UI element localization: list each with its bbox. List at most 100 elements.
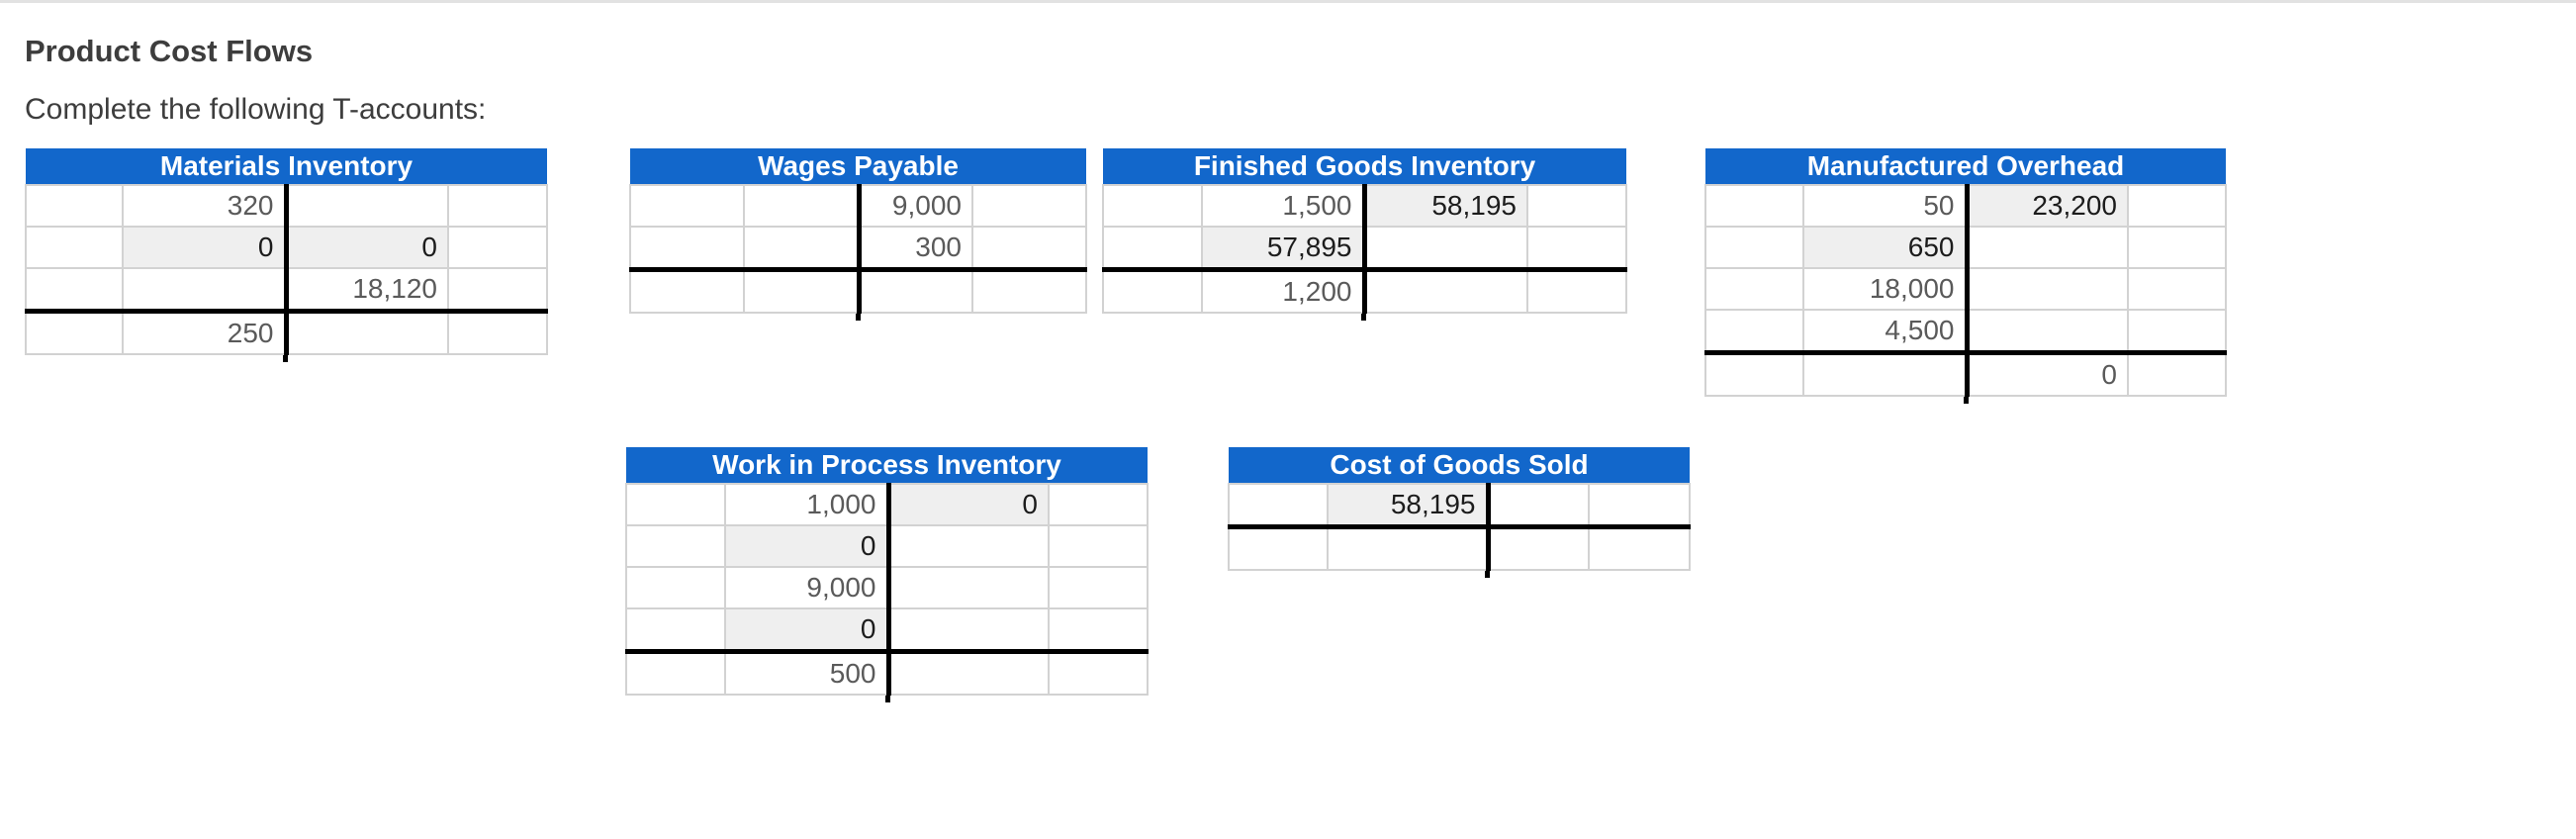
- debit-cell: 1,000: [724, 483, 889, 526]
- t-account-stem-tail: [1964, 397, 1969, 404]
- t-account-row: [629, 267, 1087, 314]
- spacer-right-cell: [971, 226, 1087, 271]
- t-account-title: Finished Goods Inventory: [1103, 148, 1626, 185]
- spacer-left-cell: [629, 184, 745, 228]
- spacer-right-cell: [971, 184, 1087, 228]
- credit-cell: [1485, 524, 1590, 571]
- spacer-left-cell: [25, 226, 124, 269]
- credit-cell: [1964, 267, 2129, 311]
- debit-cell[interactable]: 0: [724, 607, 889, 653]
- spacer-right-cell: [1526, 226, 1627, 271]
- spacer-right-cell: [447, 267, 548, 313]
- debit-cell[interactable]: 57,895: [1201, 226, 1365, 271]
- debit-cell: 4,500: [1802, 309, 1968, 354]
- credit-cell: [1964, 226, 2129, 269]
- credit-cell[interactable]: 0: [885, 483, 1050, 526]
- credit-cell: 0: [1964, 350, 2129, 397]
- credit-cell: [1485, 483, 1590, 528]
- spacer-right-cell: [447, 226, 548, 269]
- debit-cell[interactable]: 0: [122, 226, 287, 269]
- t-account-row: 320: [25, 184, 548, 228]
- spacer-left-cell: [1228, 483, 1329, 528]
- t-account-row: 0: [625, 524, 1149, 568]
- spacer-right-cell: [1048, 566, 1149, 609]
- credit-cell[interactable]: 23,200: [1964, 184, 2129, 228]
- spacer-left-cell: [1102, 226, 1203, 271]
- t-account-row: 50 23,200: [1704, 184, 2227, 228]
- t-account-row: 9,000: [625, 566, 1149, 609]
- spacer-right-cell: [2127, 184, 2227, 228]
- spacer-right-cell: [447, 184, 548, 228]
- t-account-stem-tail: [1485, 571, 1490, 578]
- t-account-table: Finished Goods Inventory 1,500 58,195 57,89…: [1102, 148, 1627, 314]
- debit-cell: 250: [122, 309, 287, 355]
- t-account-stem-tail: [1361, 314, 1366, 321]
- t-account-row: 300: [629, 226, 1087, 271]
- t-account-stem-tail: [283, 355, 288, 362]
- t-account-title: Cost of Goods Sold: [1229, 447, 1690, 484]
- t-account-finished-goods-inventory: Finished Goods Inventory 1,500 58,195 57,89…: [1102, 148, 1627, 321]
- spacer-right-cell: [1526, 184, 1627, 228]
- credit-cell: 18,120: [283, 267, 449, 313]
- t-account-table: Cost of Goods Sold 58,195: [1228, 447, 1691, 571]
- t-account-row: 650: [1704, 226, 2227, 269]
- spacer-left-cell: [625, 566, 726, 609]
- spacer-right-cell: [447, 309, 548, 355]
- t-account-row: 0: [625, 607, 1149, 653]
- debit-cell: [743, 267, 860, 314]
- debit-cell: 500: [724, 649, 889, 696]
- t-account-row: 9,000: [629, 184, 1087, 228]
- debit-cell: [1802, 350, 1968, 397]
- spacer-right-cell: [2127, 267, 2227, 311]
- spacer-right-cell: [2127, 226, 2227, 269]
- debit-cell[interactable]: 58,195: [1327, 483, 1489, 528]
- debit-cell: 50: [1802, 184, 1968, 228]
- spacer-left-cell: [25, 184, 124, 228]
- t-account-row: 58,195: [1228, 483, 1691, 528]
- t-account-row: 1,000 0: [625, 483, 1149, 526]
- spacer-right-cell: [1588, 524, 1691, 571]
- debit-cell[interactable]: 0: [724, 524, 889, 568]
- credit-cell: [885, 607, 1050, 653]
- debit-cell: 9,000: [724, 566, 889, 609]
- spacer-right-cell: [1048, 649, 1149, 696]
- page-subtitle: Complete the following T-accounts:: [25, 93, 487, 126]
- spacer-left-cell: [625, 649, 726, 696]
- t-account-work-in-process-inventory: Work in Process Inventory 1,000 0 0 9,000 0 50…: [625, 447, 1149, 702]
- credit-cell: [885, 524, 1050, 568]
- t-account-row: 4,500: [1704, 309, 2227, 354]
- debit-cell: [743, 226, 860, 271]
- debit-cell[interactable]: 650: [1802, 226, 1968, 269]
- credit-cell[interactable]: 0: [283, 226, 449, 269]
- debit-cell: [1327, 524, 1489, 571]
- t-account-wages-payable: Wages Payable 9,000 300: [629, 148, 1087, 321]
- spacer-left-cell: [25, 267, 124, 313]
- spacer-left-cell: [625, 483, 726, 526]
- t-account-stem-tail: [856, 314, 861, 321]
- t-account-manufactured-overhead: Manufactured Overhead 50 23,200 650 18,000 4,…: [1704, 148, 2227, 404]
- spacer-right-cell: [1048, 524, 1149, 568]
- t-account-table: Manufactured Overhead 50 23,200 650 18,000 4,…: [1704, 148, 2227, 397]
- top-border-strip: [0, 0, 2576, 3]
- credit-cell: [1361, 267, 1528, 314]
- spacer-left-cell: [625, 524, 726, 568]
- spacer-right-cell: [1588, 483, 1691, 528]
- credit-cell[interactable]: 58,195: [1361, 184, 1528, 228]
- t-account-row: 18,000: [1704, 267, 2227, 311]
- credit-cell: [885, 649, 1050, 696]
- credit-cell: [885, 566, 1050, 609]
- t-account-title: Materials Inventory: [26, 148, 547, 185]
- spacer-right-cell: [1526, 267, 1627, 314]
- spacer-left-cell: [1102, 267, 1203, 314]
- credit-cell: 9,000: [856, 184, 973, 228]
- t-account-title: Manufactured Overhead: [1705, 148, 2226, 185]
- t-account-materials-inventory: Materials Inventory 320 0 0 18,120 250: [25, 148, 548, 362]
- t-account-table: Materials Inventory 320 0 0 18,120 250: [25, 148, 548, 355]
- spacer-left-cell: [1102, 184, 1203, 228]
- debit-cell: 1,500: [1201, 184, 1365, 228]
- t-account-row: 500: [625, 649, 1149, 696]
- t-account-row: [1228, 524, 1691, 571]
- credit-cell: [856, 267, 973, 314]
- t-account-row: 57,895: [1102, 226, 1627, 271]
- page-title: Product Cost Flows: [25, 34, 314, 68]
